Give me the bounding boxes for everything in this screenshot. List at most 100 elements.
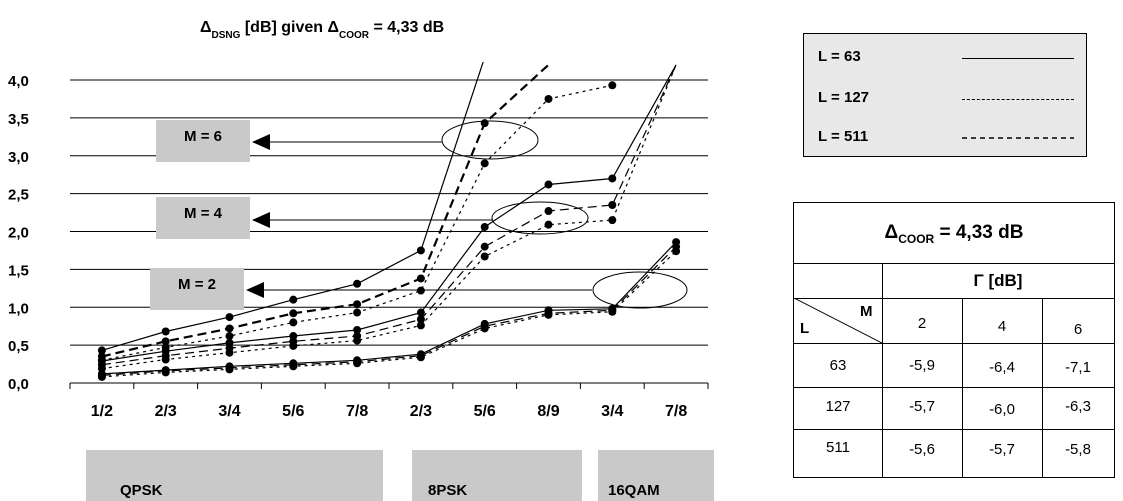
table-cell: -6,4 (989, 359, 1015, 376)
data-point (289, 318, 298, 327)
x-tick-label: 3/4 (218, 403, 240, 420)
legend-line-solid (962, 58, 1074, 59)
ellipse-m6 (441, 120, 539, 160)
data-point (289, 341, 298, 350)
ellipse-m2 (592, 271, 688, 309)
modulation-group-16qam: 16QAM (598, 450, 714, 501)
row-l-63: 63 (829, 357, 847, 374)
data-point (544, 180, 553, 189)
legend-line-long-dash (962, 99, 1074, 100)
corner-col-label: M (860, 303, 873, 320)
data-point (480, 252, 489, 261)
arrow-m2-head (246, 282, 264, 298)
arrow-m4-head (252, 212, 270, 228)
y-tick-label: 2,0 (8, 225, 29, 242)
m-label-4: M = 4 (156, 197, 250, 239)
y-tick-label: 1,5 (8, 262, 29, 279)
ellipse-m4 (491, 201, 589, 235)
legend-label-l127: L = 127 (818, 89, 870, 106)
m-label-6: M = 6 (156, 120, 250, 162)
y-tick-label: 3,5 (8, 111, 29, 128)
table-cell: -6,3 (1065, 398, 1091, 415)
x-tick-label: 2/3 (155, 403, 177, 420)
data-point (161, 327, 170, 336)
data-point (161, 337, 170, 346)
x-tick-label: 7/8 (665, 403, 687, 420)
arrow-m6-head (252, 134, 270, 150)
corner-diagonal (794, 298, 882, 343)
data-point (416, 308, 425, 317)
data-point (225, 324, 234, 333)
data-point (97, 346, 106, 355)
table-cell: -5,9 (909, 357, 935, 374)
data-point (416, 315, 425, 324)
series-line (101, 250, 677, 378)
table-cell: -5,7 (989, 441, 1015, 458)
data-point (608, 216, 617, 225)
table-cell: -7,1 (1065, 359, 1091, 376)
table-cell: -5,7 (909, 398, 935, 415)
data-point (672, 247, 681, 256)
m-header-4: 4 (997, 318, 1007, 335)
legend-label-l63: L = 63 (818, 48, 861, 65)
data-point (225, 332, 234, 341)
data-point (544, 94, 553, 103)
data-point (480, 119, 489, 128)
data-point (161, 355, 170, 364)
data-point (289, 295, 298, 304)
modulation-group-qpsk: QPSK (86, 450, 383, 501)
corner-row-label: L (800, 320, 810, 337)
series-line (101, 63, 550, 358)
data-point (353, 336, 362, 345)
data-point (544, 220, 553, 229)
data-point (608, 200, 617, 209)
data-point (225, 313, 234, 322)
data-point (97, 372, 106, 381)
modulation-group-8psk: 8PSK (412, 450, 582, 501)
data-point (353, 308, 362, 317)
y-tick-label: 3,0 (8, 149, 29, 166)
x-tick-label: 5/6 (282, 403, 304, 420)
x-tick-label: 8/9 (537, 403, 559, 420)
y-tick-label: 0,0 (8, 376, 29, 393)
data-point (353, 279, 362, 288)
data-point (480, 324, 489, 333)
data-point (161, 368, 170, 377)
gamma-header: Γ [dB] (973, 271, 1023, 290)
table-cell: -6,0 (989, 401, 1015, 418)
legend: L = 63 L = 127 L = 511 (803, 33, 1087, 157)
data-point (353, 325, 362, 334)
data-point (416, 274, 425, 283)
series-line (101, 64, 677, 366)
table-cell: -5,6 (909, 441, 935, 458)
x-tick-label: 7/8 (346, 403, 368, 420)
series-line (101, 246, 677, 376)
data-point (225, 365, 234, 374)
y-tick-label: 2,5 (8, 187, 29, 204)
data-point (416, 353, 425, 362)
x-tick-label: 1/2 (91, 403, 113, 420)
data-point (416, 246, 425, 255)
data-point (416, 321, 425, 330)
m-header-2: 2 (917, 315, 927, 332)
legend-line-short-dash (962, 137, 1074, 139)
modulation-label: 8PSK (428, 482, 468, 499)
data-point (544, 310, 553, 319)
data-point (289, 309, 298, 318)
series-line (101, 64, 677, 370)
dsng-chart: ΔDSNG [dB] given ΔCOOR = 4,33 dB 0,0 0,5 1… (8, 19, 709, 420)
legend-label-l511: L = 511 (818, 128, 869, 145)
y-tick-label: 4,0 (8, 73, 29, 90)
chart-title: ΔDSNG [dB] given ΔCOOR = 4,33 dB (200, 19, 444, 41)
modulation-label: QPSK (120, 482, 163, 499)
table-cell: -5,8 (1065, 441, 1091, 458)
x-tick-label: 3/4 (601, 403, 623, 420)
data-point (353, 359, 362, 368)
data-point (608, 307, 617, 316)
data-point (544, 207, 553, 216)
data-point (353, 300, 362, 309)
data-point (480, 159, 489, 168)
data-point (416, 286, 425, 295)
series-line (101, 241, 677, 375)
data-point (480, 222, 489, 231)
